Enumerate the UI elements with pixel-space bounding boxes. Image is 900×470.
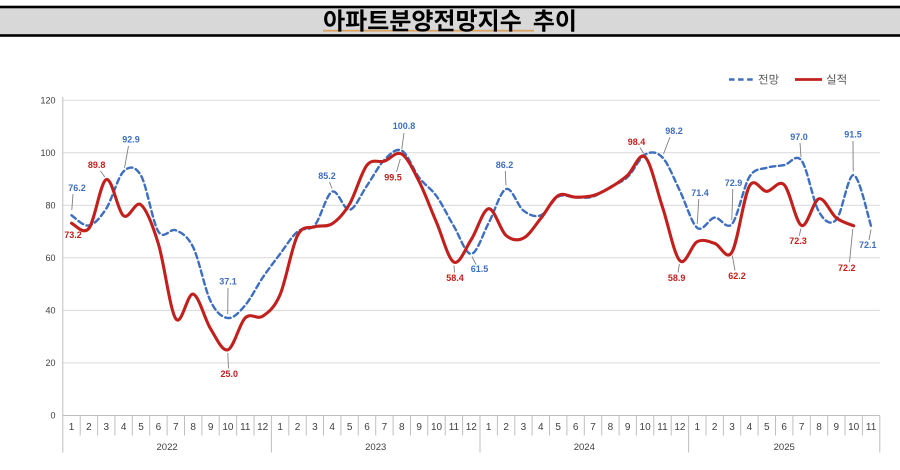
svg-text:72.9: 72.9	[725, 178, 743, 188]
svg-text:2025: 2025	[774, 442, 795, 453]
svg-text:12: 12	[257, 422, 269, 433]
svg-text:5: 5	[138, 422, 144, 433]
svg-text:3: 3	[312, 422, 318, 433]
svg-text:98.4: 98.4	[628, 137, 646, 147]
svg-text:100.8: 100.8	[393, 121, 416, 131]
svg-text:72.1: 72.1	[859, 240, 877, 250]
svg-text:91.5: 91.5	[844, 130, 862, 140]
svg-text:8: 8	[608, 422, 614, 433]
svg-text:2: 2	[503, 422, 509, 433]
svg-text:9: 9	[625, 422, 631, 433]
svg-text:2: 2	[86, 422, 92, 433]
svg-text:7: 7	[173, 422, 179, 433]
svg-text:4: 4	[747, 422, 753, 433]
svg-text:62.2: 62.2	[728, 271, 746, 281]
svg-text:99.5: 99.5	[384, 173, 402, 183]
svg-text:11: 11	[657, 422, 668, 433]
svg-text:11: 11	[866, 422, 877, 433]
svg-text:120: 120	[40, 95, 55, 105]
svg-text:1: 1	[69, 422, 75, 433]
svg-text:72.2: 72.2	[838, 263, 856, 273]
svg-text:6: 6	[781, 422, 787, 433]
svg-text:10: 10	[222, 422, 234, 433]
svg-text:9: 9	[416, 422, 422, 433]
svg-text:1: 1	[486, 422, 492, 433]
svg-text:4: 4	[538, 422, 544, 433]
svg-text:7: 7	[590, 422, 596, 433]
svg-text:61.5: 61.5	[471, 264, 489, 274]
svg-text:11: 11	[449, 422, 460, 433]
svg-text:8: 8	[190, 422, 196, 433]
svg-text:10: 10	[640, 422, 652, 433]
svg-text:4: 4	[121, 422, 127, 433]
svg-text:0: 0	[50, 411, 55, 421]
svg-text:5: 5	[764, 422, 770, 433]
svg-text:71.4: 71.4	[691, 188, 709, 198]
svg-text:89.8: 89.8	[88, 160, 106, 170]
svg-text:2022: 2022	[157, 442, 178, 453]
svg-text:10: 10	[431, 422, 443, 433]
svg-text:12: 12	[674, 422, 686, 433]
svg-text:40: 40	[45, 306, 55, 316]
svg-text:3: 3	[521, 422, 527, 433]
svg-text:97.0: 97.0	[790, 132, 808, 142]
svg-text:5: 5	[347, 422, 353, 433]
svg-text:2024: 2024	[574, 442, 595, 453]
svg-text:58.9: 58.9	[668, 273, 686, 283]
svg-text:8: 8	[399, 422, 405, 433]
svg-text:12: 12	[466, 422, 478, 433]
svg-text:60: 60	[45, 253, 55, 263]
svg-text:86.2: 86.2	[496, 160, 514, 170]
svg-text:2: 2	[712, 422, 718, 433]
svg-text:1: 1	[695, 422, 701, 433]
svg-text:73.2: 73.2	[64, 230, 82, 240]
svg-text:8: 8	[816, 422, 822, 433]
svg-text:80: 80	[45, 201, 55, 211]
svg-text:1: 1	[277, 422, 283, 433]
svg-text:37.1: 37.1	[219, 277, 237, 287]
svg-text:6: 6	[364, 422, 370, 433]
svg-text:9: 9	[834, 422, 840, 433]
svg-text:72.3: 72.3	[789, 236, 807, 246]
svg-text:85.2: 85.2	[318, 171, 336, 181]
svg-text:98.2: 98.2	[665, 126, 683, 136]
svg-text:7: 7	[799, 422, 805, 433]
svg-text:25.0: 25.0	[221, 369, 239, 379]
svg-text:100: 100	[40, 148, 55, 158]
svg-text:5: 5	[555, 422, 561, 433]
svg-text:76.2: 76.2	[68, 183, 86, 193]
svg-text:11: 11	[240, 422, 251, 433]
svg-text:20: 20	[45, 358, 55, 368]
svg-text:3: 3	[104, 422, 110, 433]
svg-text:10: 10	[848, 422, 860, 433]
svg-text:2: 2	[295, 422, 301, 433]
svg-text:2023: 2023	[365, 442, 386, 453]
svg-text:3: 3	[729, 422, 735, 433]
svg-text:58.4: 58.4	[446, 273, 464, 283]
svg-text:9: 9	[208, 422, 214, 433]
svg-text:7: 7	[382, 422, 388, 433]
svg-text:6: 6	[573, 422, 579, 433]
svg-text:6: 6	[156, 422, 162, 433]
svg-text:4: 4	[329, 422, 335, 433]
svg-text:92.9: 92.9	[122, 135, 140, 145]
